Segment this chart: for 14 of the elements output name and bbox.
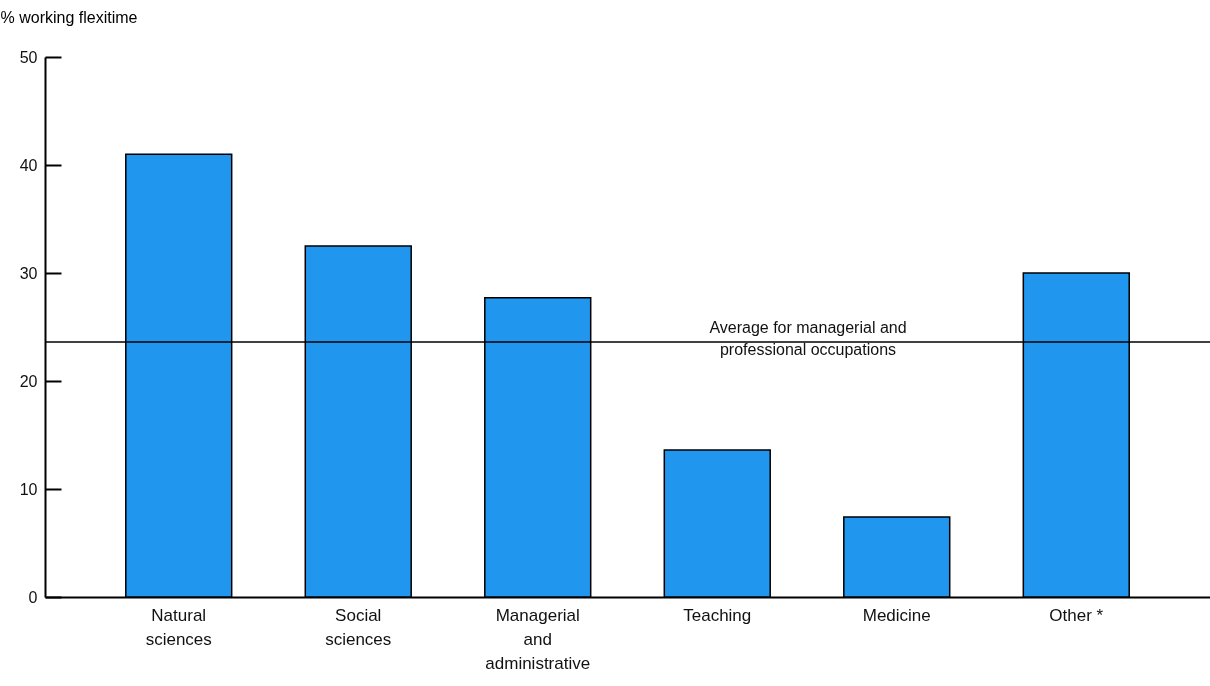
- y-tick-label: 20: [19, 372, 38, 390]
- x-tick-label: Medicine: [862, 605, 931, 625]
- y-tick-label: 10: [19, 480, 38, 498]
- x-tick-label: Natural sciences: [145, 605, 212, 649]
- x-tick-label: Social sciences: [325, 605, 392, 649]
- y-tick-label: 50: [19, 48, 38, 66]
- ref-line-label: Average for managerial and professional occupations: [709, 319, 907, 359]
- y-axis-title: % working flexitime: [0, 8, 138, 26]
- x-tick-label: Teaching: [683, 605, 752, 625]
- y-tick-label: 40: [19, 156, 38, 174]
- y-tick-label: 30: [19, 264, 38, 282]
- x-tick-label: Other *: [1049, 605, 1104, 625]
- x-tick-label: Managerial and administrative: [485, 605, 591, 673]
- y-tick-label: 0: [28, 588, 38, 606]
